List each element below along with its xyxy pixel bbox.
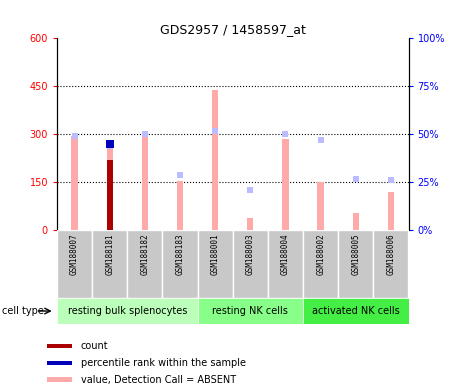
Bar [92,230,127,298]
Bar [212,89,218,230]
Text: GSM188002: GSM188002 [316,234,325,275]
Text: value, Detection Call = ABSENT: value, Detection Call = ABSENT [81,375,236,384]
Text: GSM188005: GSM188005 [352,234,360,275]
Bar [338,230,373,298]
Text: GSM188183: GSM188183 [176,234,184,275]
Text: GSM188001: GSM188001 [211,234,219,275]
Title: GDS2957 / 1458597_at: GDS2957 / 1458597_at [160,23,306,36]
Text: cell type: cell type [2,306,44,316]
Bar [106,160,113,230]
Bar [177,181,183,230]
Bar [142,131,148,230]
Text: percentile rank within the sample: percentile rank within the sample [81,358,246,368]
Bar [282,139,289,230]
Bar [47,377,72,382]
Bar [71,136,78,230]
Bar [352,213,359,230]
Bar [47,361,72,365]
Text: GSM188007: GSM188007 [70,234,79,275]
Bar [198,230,233,298]
Text: GSM188003: GSM188003 [246,234,255,275]
Bar [106,144,113,230]
Bar [373,230,408,298]
Text: count: count [81,341,108,351]
Text: GSM188004: GSM188004 [281,234,290,275]
Bar [388,192,394,230]
Text: resting bulk splenocytes: resting bulk splenocytes [67,306,187,316]
Bar [247,218,254,230]
Bar [303,298,408,324]
Text: GSM188181: GSM188181 [105,234,114,275]
Text: GSM188006: GSM188006 [387,234,395,275]
Bar [268,230,303,298]
Bar [303,230,338,298]
Bar [233,230,268,298]
Bar [162,230,198,298]
Bar [57,230,92,298]
Text: activated NK cells: activated NK cells [312,306,399,316]
Bar [198,298,303,324]
Bar [47,344,72,348]
Text: resting NK cells: resting NK cells [212,306,288,316]
Bar [127,230,162,298]
Text: GSM188182: GSM188182 [141,234,149,275]
Bar [57,298,198,324]
Bar [317,182,324,230]
